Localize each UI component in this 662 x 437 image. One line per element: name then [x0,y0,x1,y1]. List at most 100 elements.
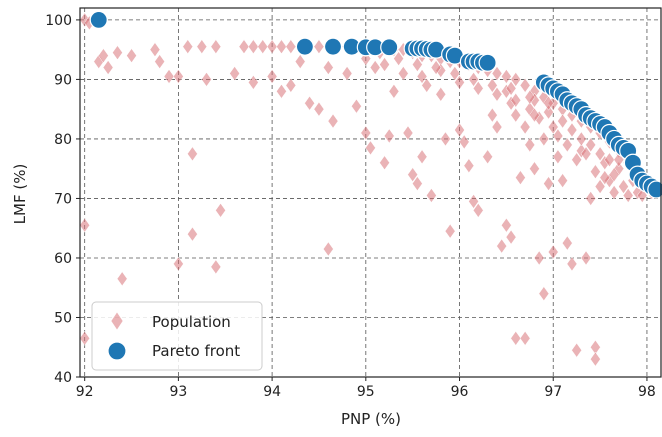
population-point [112,45,123,61]
population-point [154,54,165,69]
population-point [360,125,372,141]
y-tick-label: 100 [45,13,72,29]
population-point [585,137,597,153]
population-point [383,128,395,144]
population-point [285,39,297,55]
population-point [510,107,522,123]
population-point [604,152,615,168]
population-point [393,51,404,67]
population-point [369,60,381,75]
y-tick-label: 40 [54,370,72,386]
population-point [472,202,484,218]
legend-population-label: Population [152,313,231,331]
population-point [608,167,620,183]
population-point [266,39,278,55]
population-point [561,235,573,251]
pareto-point [478,53,497,72]
population-point [79,217,90,233]
population-point [552,149,564,165]
population-point [248,74,259,90]
pareto-point [323,37,343,56]
population-point [515,170,526,186]
population-point [454,74,465,90]
population-point [196,39,208,55]
x-tick-label: 92 [76,384,94,400]
population-point [468,71,479,87]
population-point [304,95,315,111]
population-point [444,223,456,239]
population-point [276,39,287,55]
x-tick-label: 96 [451,384,469,400]
population-point [313,101,325,117]
legend-pareto-marker [107,341,127,361]
population-point [412,57,423,72]
pareto-point [295,37,315,56]
legend: Population Pareto front [91,301,263,371]
legend-box [91,301,263,371]
population-point [449,66,461,81]
population-point [594,179,606,194]
population-point [430,60,442,75]
pareto-point [647,180,662,199]
population-point [590,351,601,367]
y-tick-label: 90 [54,72,72,88]
population-point [416,69,428,84]
population-point [435,86,447,102]
population-point [379,57,390,72]
population-point [566,122,578,138]
population-point [590,164,601,180]
population-point [187,146,198,162]
population-point [182,39,194,55]
population-point [491,119,503,135]
population-point [116,271,128,287]
population-point [229,66,240,81]
population-point [163,69,175,84]
population-point [149,42,161,58]
pareto-point [380,38,399,57]
population-point [524,89,536,105]
population-point [580,146,592,162]
population-point [533,250,545,266]
population-point [501,217,512,233]
population-point [510,92,522,108]
population-point [529,161,540,177]
population-point [238,39,250,55]
population-point [576,131,587,147]
population-point [327,113,339,129]
population-point [557,173,568,189]
population-point [571,152,582,168]
population-point [365,140,376,156]
population-point [266,69,278,84]
x-tick-label: 93 [169,384,187,400]
population-point [210,39,222,55]
population-point [397,66,409,81]
y-tick-label: 80 [54,132,72,148]
population-point [210,259,222,275]
population-point [407,167,418,183]
population-point [482,149,493,165]
population-point [294,54,306,69]
population-point [201,71,212,87]
population-point [543,95,554,111]
population-point [519,77,531,93]
population-point [458,134,470,150]
population-point [79,330,90,346]
population-point [519,119,531,135]
population-point [402,125,414,141]
legend-population-marker [110,311,124,331]
population-point [538,131,550,147]
population-point [257,39,269,55]
y-tick-label: 70 [54,191,72,207]
population-point [487,107,498,123]
y-tick-label: 50 [54,310,72,326]
population-point [547,244,559,260]
population-point [416,149,428,165]
population-point [388,83,400,99]
legend-pareto-label: Pareto front [152,342,240,360]
population-point [501,69,512,84]
population-point [543,176,554,192]
population-point [608,185,620,200]
population-point [341,66,353,81]
population-point [505,229,517,245]
population-point [487,77,498,93]
